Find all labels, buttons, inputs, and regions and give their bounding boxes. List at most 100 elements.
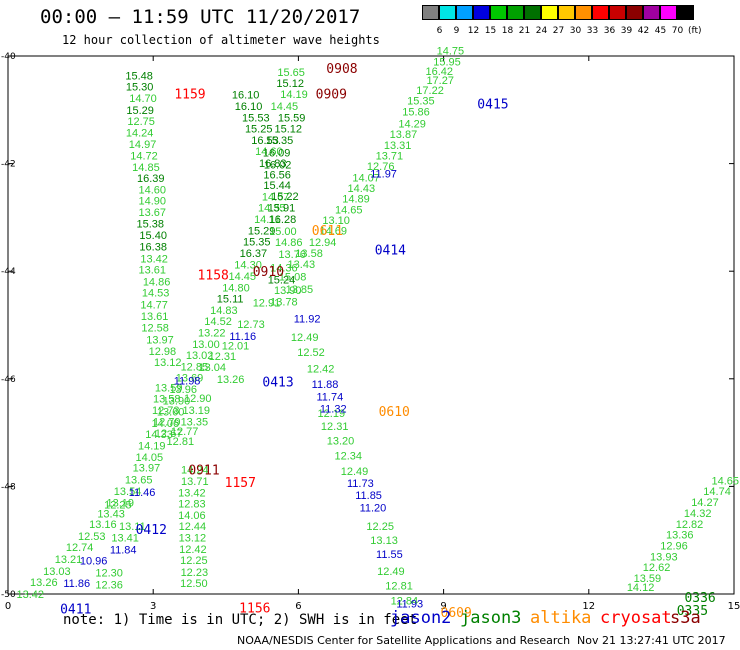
wave-height-label: 14.24 bbox=[181, 465, 209, 477]
wave-height-label: 14.65 bbox=[712, 475, 740, 487]
scale-unit: (ft) bbox=[688, 26, 702, 36]
wave-height-label: 11.97 bbox=[370, 168, 397, 180]
wave-height-label: 14.36 bbox=[270, 262, 298, 274]
scale-swatch bbox=[541, 5, 558, 20]
scale-label: 24 bbox=[535, 26, 548, 36]
wave-height-label: 15.48 bbox=[125, 70, 153, 82]
scale-label: 9 bbox=[453, 26, 460, 36]
wave-height-label: 14.06 bbox=[178, 510, 206, 522]
wave-height-label: 12.44 bbox=[179, 521, 207, 533]
wave-height-label: 13.04 bbox=[198, 362, 226, 374]
wave-height-label: 15.00 bbox=[269, 226, 297, 238]
wave-height-label: 15.35 bbox=[407, 96, 435, 108]
wave-height-label: 11.86 bbox=[63, 578, 90, 590]
wave-height-label: 12.67 bbox=[155, 428, 183, 440]
scale-swatch bbox=[439, 5, 456, 20]
wave-height-label: 15.86 bbox=[402, 106, 430, 118]
wave-height-label: 13.36 bbox=[666, 529, 694, 541]
wave-height-label: 13.71 bbox=[181, 476, 209, 488]
wave-height-label: 14.69 bbox=[319, 225, 347, 237]
pass-time-tag: 0413 bbox=[262, 375, 293, 390]
wave-height-label: 14.07 bbox=[352, 173, 380, 185]
wave-height-label: 12.96 bbox=[660, 541, 688, 553]
wave-height-label: 14.45 bbox=[228, 271, 256, 283]
wave-height-label: 13.90 bbox=[274, 285, 302, 297]
wave-height-label: 15.11 bbox=[217, 294, 244, 306]
wave-height-label: 12.49 bbox=[377, 566, 405, 578]
wave-height-label: 11.93 bbox=[396, 599, 423, 611]
wave-height-label: 12.82 bbox=[676, 519, 704, 531]
x-tick-label: 0 bbox=[5, 601, 11, 612]
wave-height-label: 16.38 bbox=[139, 241, 167, 253]
wave-height-label: 12.84 bbox=[391, 595, 419, 607]
wave-height-label: 14.60 bbox=[255, 146, 283, 158]
pass-time-tag: 0910 bbox=[253, 265, 284, 280]
wave-height-label: 15.38 bbox=[137, 218, 165, 230]
wave-height-label: 13.21 bbox=[55, 554, 83, 566]
x-tick-label: 15 bbox=[728, 601, 740, 612]
wave-height-label: 12.85 bbox=[181, 361, 209, 373]
wave-height-label: 14.90 bbox=[138, 196, 166, 208]
wave-height-label: 13.42 bbox=[178, 487, 206, 499]
wave-height-label: 13.26 bbox=[217, 374, 245, 386]
wave-height-label: 12.49 bbox=[291, 332, 319, 344]
wave-height-label: 12.42 bbox=[179, 544, 207, 556]
wave-height-label: 16.83 bbox=[259, 158, 287, 170]
scale-label: 6 bbox=[436, 26, 443, 36]
wave-height-label: 14.29 bbox=[398, 118, 426, 130]
scale-swatch bbox=[575, 5, 592, 20]
wave-height-label: 13.22 bbox=[198, 328, 226, 340]
x-tick-label: 12 bbox=[582, 601, 595, 612]
wave-height-label: 13.31 bbox=[384, 140, 412, 152]
y-tick-label: -40 bbox=[1, 52, 16, 62]
wave-height-label: 15.53 bbox=[242, 112, 270, 124]
wave-height-label: 12.98 bbox=[149, 346, 177, 358]
wave-height-label: 15.12 bbox=[276, 78, 304, 90]
wave-height-label: 13.87 bbox=[390, 129, 418, 141]
scale-swatch bbox=[558, 5, 575, 20]
wave-height-label: 13.26 bbox=[30, 577, 58, 589]
wave-height-label: 14.11 bbox=[254, 214, 281, 226]
wave-height-label: 15.30 bbox=[126, 82, 154, 94]
wave-height-label: 17.22 bbox=[416, 85, 444, 97]
wave-height-label: 13.13 bbox=[370, 535, 398, 547]
wave-height-label: 15.24 bbox=[268, 274, 296, 286]
pass-time-tag: 0335 bbox=[677, 604, 708, 619]
wave-height-label: 13.93 bbox=[650, 551, 678, 563]
wave-height-label: 12.91 bbox=[253, 297, 281, 309]
wave-height-label: 16.42 bbox=[425, 66, 453, 78]
wave-height-label: 12.25 bbox=[104, 500, 132, 512]
wave-height-label: 13.03 bbox=[43, 566, 71, 578]
wave-height-label: 13.00 bbox=[192, 339, 220, 351]
wave-height-label: 14.89 bbox=[342, 194, 370, 206]
footnote: note: 1) Time is in UTC; 2) SWH is in fe… bbox=[63, 612, 418, 628]
wave-height-label: 12.42 bbox=[307, 364, 335, 376]
pass-time-tag: 0911 bbox=[188, 464, 219, 479]
wave-height-label: 13.19 bbox=[107, 498, 135, 510]
scale-swatch bbox=[626, 5, 643, 20]
wave-height-label: 14.19 bbox=[138, 441, 166, 453]
wave-height-label: 13.59 bbox=[155, 382, 183, 394]
wave-height-label: 13.16 bbox=[89, 519, 117, 531]
wave-height-label: 16.09 bbox=[263, 147, 291, 159]
wave-height-label: 12.53 bbox=[78, 531, 106, 543]
wave-height-label: 14.65 bbox=[335, 204, 363, 216]
wave-height-label: 13.71 bbox=[376, 151, 404, 163]
scale-swatch bbox=[677, 5, 694, 20]
wave-height-label: 12.73 bbox=[237, 319, 265, 331]
wave-height-label: 12.79 bbox=[153, 416, 181, 428]
wave-height-label: 15.35 bbox=[266, 135, 294, 147]
wave-height-label: 13.97 bbox=[133, 463, 161, 475]
wave-height-label: 12.34 bbox=[334, 451, 362, 463]
wave-height-label: 15.12 bbox=[274, 124, 302, 136]
scale-label: 70 bbox=[671, 26, 684, 36]
scale-swatch bbox=[422, 5, 439, 20]
pass-time-tag: 1156 bbox=[239, 601, 270, 616]
wave-height-label: 11.73 bbox=[347, 478, 374, 490]
scale-label: 45 bbox=[654, 26, 667, 36]
wave-height-label: 13.35 bbox=[181, 416, 209, 428]
wave-height-label: 15.29 bbox=[248, 225, 276, 237]
y-tick-label: -48 bbox=[1, 482, 16, 492]
scale-label: 42 bbox=[637, 26, 650, 36]
